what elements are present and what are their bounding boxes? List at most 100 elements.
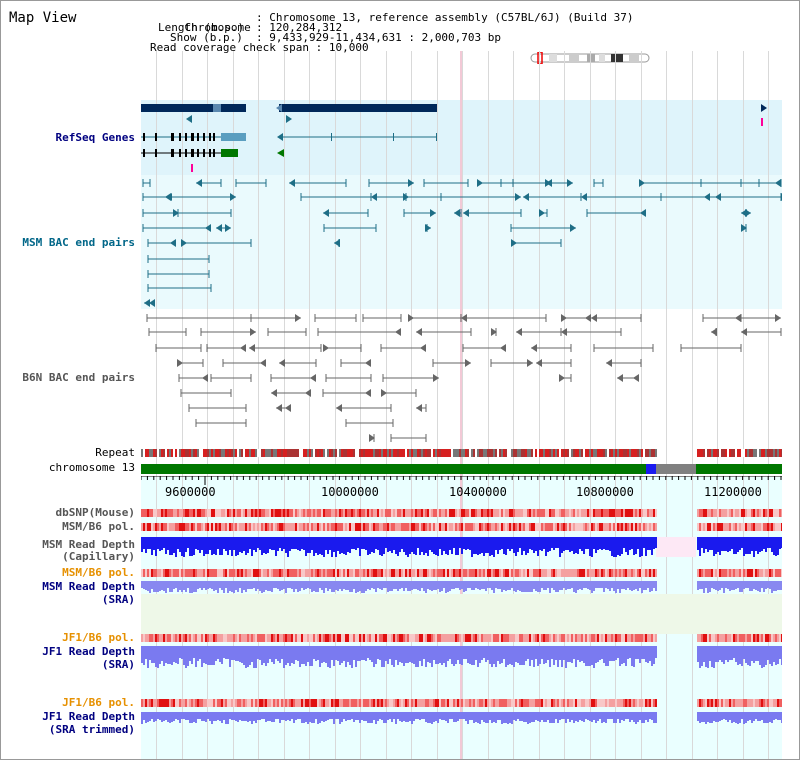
- pol-mark: [269, 523, 271, 531]
- pol-mark: [161, 699, 163, 707]
- pol-mark: [597, 569, 599, 577]
- pol-mark: [391, 523, 393, 531]
- pol-mark: [591, 509, 593, 517]
- label-msm-pol-2[interactable]: MSM/B6 pol.: [62, 566, 135, 579]
- depth-bar: [195, 646, 197, 667]
- depth-bar: [513, 712, 515, 720]
- label-b6n-bac[interactable]: B6N BAC end pairs: [22, 371, 135, 384]
- pol-mark: [349, 509, 351, 517]
- pol-mark: [723, 699, 725, 707]
- depth-bar: [263, 581, 265, 592]
- label-msm-depth-sra[interactable]: MSM Read Depth: [42, 580, 135, 593]
- depth-bar: [199, 537, 201, 553]
- pol-mark: [381, 634, 383, 642]
- pol-mark: [557, 634, 559, 642]
- pol-mark: [169, 569, 171, 577]
- coverage-tracks[interactable]: [141, 501, 782, 759]
- pol-mark: [393, 634, 395, 642]
- pol-mark: [327, 509, 329, 517]
- pol-mark: [375, 509, 377, 517]
- repeat-mark: [769, 449, 771, 457]
- pol-mark: [513, 634, 515, 642]
- label-msm-depth-cap[interactable]: MSM Read Depth: [42, 538, 135, 551]
- pol-mark: [609, 569, 611, 577]
- pol-mark: [465, 634, 467, 642]
- label-jf1-depth-tr[interactable]: JF1 Read Depth: [42, 710, 135, 723]
- pol-mark: [775, 509, 777, 517]
- pol-mark: [145, 523, 147, 531]
- msm-bac-end: [230, 193, 236, 201]
- pol-mark: [379, 699, 381, 707]
- pol-mark: [285, 699, 287, 707]
- depth-bar: [153, 646, 155, 663]
- depth-bar: [457, 646, 459, 660]
- depth-bar: [747, 537, 749, 554]
- depth-bar: [373, 537, 375, 553]
- pol-mark: [533, 569, 535, 577]
- label-msm-pol-1[interactable]: MSM/B6 pol.: [62, 520, 135, 533]
- label-jf1-depth-sra[interactable]: JF1 Read Depth: [42, 645, 135, 658]
- pol-mark: [495, 569, 497, 577]
- pol-mark: [729, 634, 731, 642]
- depth-bar: [767, 537, 769, 548]
- depth-bar: [453, 581, 455, 589]
- label-msm-bac[interactable]: MSM BAC end pairs: [22, 236, 135, 249]
- msm-bac-end: [463, 209, 469, 217]
- repeat-mark: [165, 449, 167, 457]
- repeat-track[interactable]: [141, 448, 782, 458]
- pol-mark: [521, 509, 523, 517]
- pol-mark: [705, 523, 707, 531]
- depth-bar: [349, 537, 351, 553]
- depth-bar: [147, 712, 149, 722]
- repeat-mark: [411, 449, 413, 457]
- depth-bar: [197, 581, 199, 589]
- depth-bar: [177, 537, 179, 549]
- pol-mark: [259, 523, 261, 531]
- pol-mark: [541, 523, 543, 531]
- label-refseq-genes[interactable]: RefSeq Genes: [55, 131, 135, 144]
- depth-bar: [561, 581, 563, 590]
- label-jf1-pol-1[interactable]: JF1/B6 pol.: [62, 631, 135, 644]
- depth-bar: [619, 581, 621, 593]
- repeat-mark: [449, 449, 451, 457]
- depth-bar: [257, 537, 259, 548]
- pol-mark: [603, 523, 605, 531]
- depth-bar: [239, 712, 241, 720]
- chromosome-ideogram-icon[interactable]: [529, 52, 653, 64]
- b6n-bac-track[interactable]: [141, 310, 782, 446]
- chromosome-bar[interactable]: [141, 463, 782, 475]
- depth-bar: [171, 581, 173, 592]
- depth-bar: [549, 581, 551, 593]
- label-dbsnp[interactable]: dbSNP(Mouse): [55, 506, 135, 519]
- depth-bar: [405, 581, 407, 588]
- depth-bar: [481, 712, 483, 720]
- pol-mark: [601, 523, 603, 531]
- repeat-mark: [617, 449, 619, 457]
- pol-mark: [565, 634, 567, 642]
- refseq-genes-track[interactable]: [141, 100, 782, 175]
- pol-mark: [495, 509, 497, 517]
- label-jf1-pol-2[interactable]: JF1/B6 pol.: [62, 696, 135, 709]
- depth-bar: [599, 537, 601, 549]
- depth-bar: [525, 537, 527, 555]
- depth-bar: [143, 712, 145, 720]
- depth-bar: [755, 646, 757, 661]
- repeat-mark: [217, 449, 219, 457]
- depth-bar: [637, 537, 639, 549]
- repeat-mark: [253, 449, 255, 457]
- repeat-mark: [351, 449, 353, 457]
- msm-bac-track[interactable]: [141, 175, 782, 309]
- pol-mark: [563, 634, 565, 642]
- pol-mark: [527, 634, 529, 642]
- pol-mark: [303, 523, 305, 531]
- pol-mark: [275, 699, 277, 707]
- depth-bar: [437, 581, 439, 589]
- pol-mark: [395, 699, 397, 707]
- depth-bar: [213, 712, 215, 721]
- depth-bar: [375, 712, 377, 724]
- depth-bar: [611, 712, 613, 719]
- pol-mark: [425, 509, 427, 517]
- repeat-mark: [581, 449, 583, 457]
- pol-mark: [573, 523, 575, 531]
- pol-mark: [561, 569, 563, 577]
